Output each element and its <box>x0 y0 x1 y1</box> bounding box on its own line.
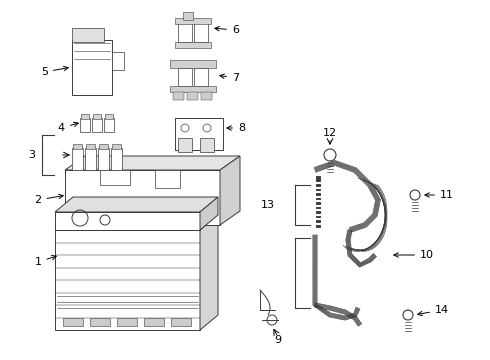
Bar <box>187 92 198 100</box>
Bar <box>65 170 220 225</box>
Text: 7: 7 <box>220 73 239 83</box>
Text: 1: 1 <box>34 255 56 267</box>
Bar <box>100 170 130 185</box>
Bar <box>55 212 200 230</box>
Bar <box>112 144 121 149</box>
Bar <box>105 114 113 119</box>
Text: 2: 2 <box>34 194 63 205</box>
Bar <box>175 18 211 24</box>
Text: 12: 12 <box>323 128 337 138</box>
Bar <box>178 138 192 152</box>
Bar <box>72 148 83 170</box>
Polygon shape <box>200 215 218 330</box>
Bar <box>200 138 214 152</box>
Bar <box>98 148 109 170</box>
Bar <box>80 118 90 132</box>
Polygon shape <box>220 156 240 225</box>
Bar <box>178 22 192 42</box>
Bar <box>111 148 122 170</box>
Text: 14: 14 <box>418 305 449 316</box>
Polygon shape <box>200 197 218 230</box>
Bar <box>117 318 137 326</box>
Text: 9: 9 <box>274 335 282 345</box>
Polygon shape <box>55 197 218 212</box>
Bar <box>155 170 180 188</box>
Bar <box>194 68 208 86</box>
Polygon shape <box>55 215 218 230</box>
Bar <box>86 144 95 149</box>
Bar <box>85 148 96 170</box>
Text: 10: 10 <box>394 250 434 260</box>
Text: 4: 4 <box>58 122 78 133</box>
Bar <box>81 114 89 119</box>
Bar <box>99 144 108 149</box>
Text: 5: 5 <box>41 66 68 77</box>
Bar <box>112 52 124 70</box>
Text: 13: 13 <box>261 200 275 210</box>
Bar <box>170 86 216 92</box>
Bar <box>178 68 192 86</box>
Bar <box>171 318 191 326</box>
Text: 8: 8 <box>227 123 245 133</box>
Bar <box>173 92 184 100</box>
Bar <box>175 118 223 150</box>
Bar <box>55 230 200 330</box>
Bar <box>73 144 82 149</box>
Text: 6: 6 <box>215 25 239 35</box>
Bar <box>92 118 102 132</box>
Bar <box>183 12 193 20</box>
Text: 11: 11 <box>425 190 454 200</box>
Bar <box>72 28 104 42</box>
Bar <box>63 318 83 326</box>
Bar <box>72 40 112 95</box>
Bar <box>175 42 211 48</box>
Bar <box>104 118 114 132</box>
Polygon shape <box>65 156 240 170</box>
Bar <box>93 114 101 119</box>
Bar <box>90 318 110 326</box>
Bar <box>201 92 212 100</box>
Text: 3: 3 <box>28 150 35 160</box>
Bar <box>170 60 216 68</box>
Bar <box>194 22 208 42</box>
Bar <box>144 318 164 326</box>
